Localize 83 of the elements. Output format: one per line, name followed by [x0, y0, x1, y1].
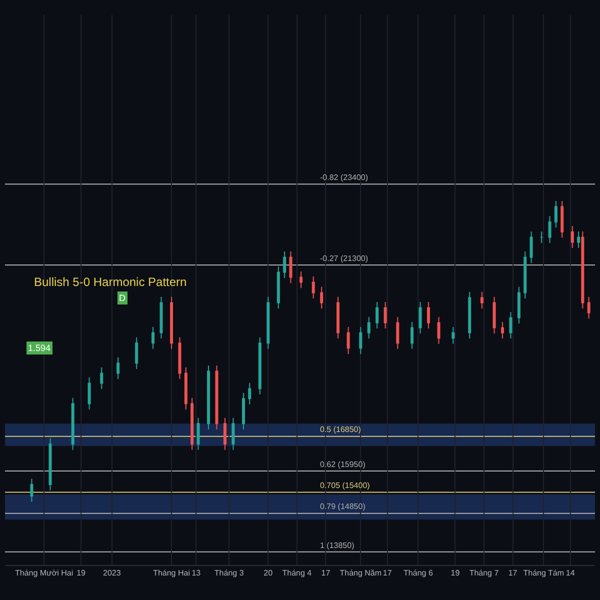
candlestick	[410, 321, 414, 350]
candlestick	[312, 276, 315, 299]
candlestick	[215, 364, 218, 430]
candlestick	[48, 438, 52, 491]
candlestick	[223, 417, 226, 450]
x-tick-label: 20	[264, 568, 274, 578]
candlestick	[418, 301, 422, 334]
x-tick-label: 14	[566, 568, 576, 578]
ref-line-label: -0.27 (21300)	[320, 254, 368, 263]
annotation: Bullish 5-0 Harmonic Pattern	[34, 275, 187, 289]
x-tick-label: Tháng 4	[282, 568, 312, 578]
candlestick	[88, 376, 91, 410]
ref-line-label: 1 (13850)	[320, 541, 355, 550]
candlestick	[581, 230, 584, 309]
candlestick	[320, 286, 324, 309]
candlestick	[560, 200, 564, 238]
x-tick-label: Tháng 3	[214, 568, 244, 578]
x-tick-label: 17	[508, 568, 518, 578]
candlestick	[178, 336, 182, 380]
x-tick-label: Tháng 7	[469, 568, 500, 578]
candlestick	[530, 230, 533, 264]
candlestick	[524, 250, 527, 299]
candlestick	[71, 397, 74, 450]
x-tick-label: 19	[76, 568, 86, 578]
candlestick	[384, 301, 387, 330]
candlestick	[452, 326, 455, 344]
x-tick-label: 19	[450, 568, 460, 578]
ref-line-label: 0.5 (16850)	[320, 425, 362, 434]
x-tick-label: Tháng Mười Hai	[14, 568, 74, 578]
x-tick-label: Tháng 6	[404, 568, 434, 578]
candlestick	[346, 326, 350, 354]
candlestick	[336, 296, 340, 340]
annotation: 1.594	[28, 343, 51, 353]
candlestick	[196, 417, 200, 450]
x-tick-label: Tháng Năm	[340, 568, 382, 578]
candlestick	[587, 296, 590, 319]
candlestick	[300, 271, 303, 289]
candlestick	[289, 250, 292, 284]
x-tick-label: 13	[192, 568, 202, 578]
candlestick	[492, 296, 496, 334]
candlestick	[248, 382, 252, 405]
ref-line-label: -0.82 (23400)	[320, 173, 368, 182]
x-tick-label: 17	[382, 568, 392, 578]
candlestick	[232, 417, 235, 450]
candlestick	[207, 364, 210, 430]
ref-line-label: 0.79 (14850)	[320, 502, 366, 511]
x-tick-label: 2023	[103, 568, 122, 578]
candlestick	[258, 336, 262, 395]
candlestick	[509, 311, 512, 340]
candlestick	[376, 301, 379, 330]
candlestick	[554, 200, 558, 228]
candlestick	[540, 230, 544, 244]
ref-line-label: 0.705 (15400)	[320, 481, 370, 490]
candlestick	[548, 216, 552, 244]
candlestick	[517, 286, 520, 324]
candlestick	[367, 316, 370, 340]
x-tick-label: Tháng Tám	[523, 568, 564, 578]
candlestick	[170, 296, 174, 350]
candlestick	[396, 316, 400, 350]
candlestick	[437, 316, 440, 344]
candlestick	[468, 291, 472, 340]
candlestick	[570, 226, 574, 249]
candlestick	[266, 296, 270, 350]
candlestick	[190, 397, 194, 450]
ref-line-label: 0.62 (15950)	[320, 460, 366, 469]
candlestick	[577, 230, 580, 249]
candlestick	[426, 301, 430, 330]
x-tick-label: 17	[321, 568, 331, 578]
candlestick	[100, 366, 104, 390]
candlestick	[116, 356, 120, 380]
candlestick	[160, 296, 163, 340]
annotation: D	[119, 293, 126, 303]
x-tick-label: Tháng Hai	[153, 568, 190, 578]
candlestick	[152, 326, 155, 350]
candlestick	[276, 266, 280, 309]
candlestick	[242, 392, 245, 430]
candlestick	[480, 291, 484, 309]
candlestick	[359, 326, 362, 354]
candlestick	[283, 250, 286, 279]
candlestick	[135, 336, 138, 370]
candlestick	[30, 478, 34, 502]
candlestick	[184, 366, 188, 410]
candlestick	[500, 321, 504, 340]
